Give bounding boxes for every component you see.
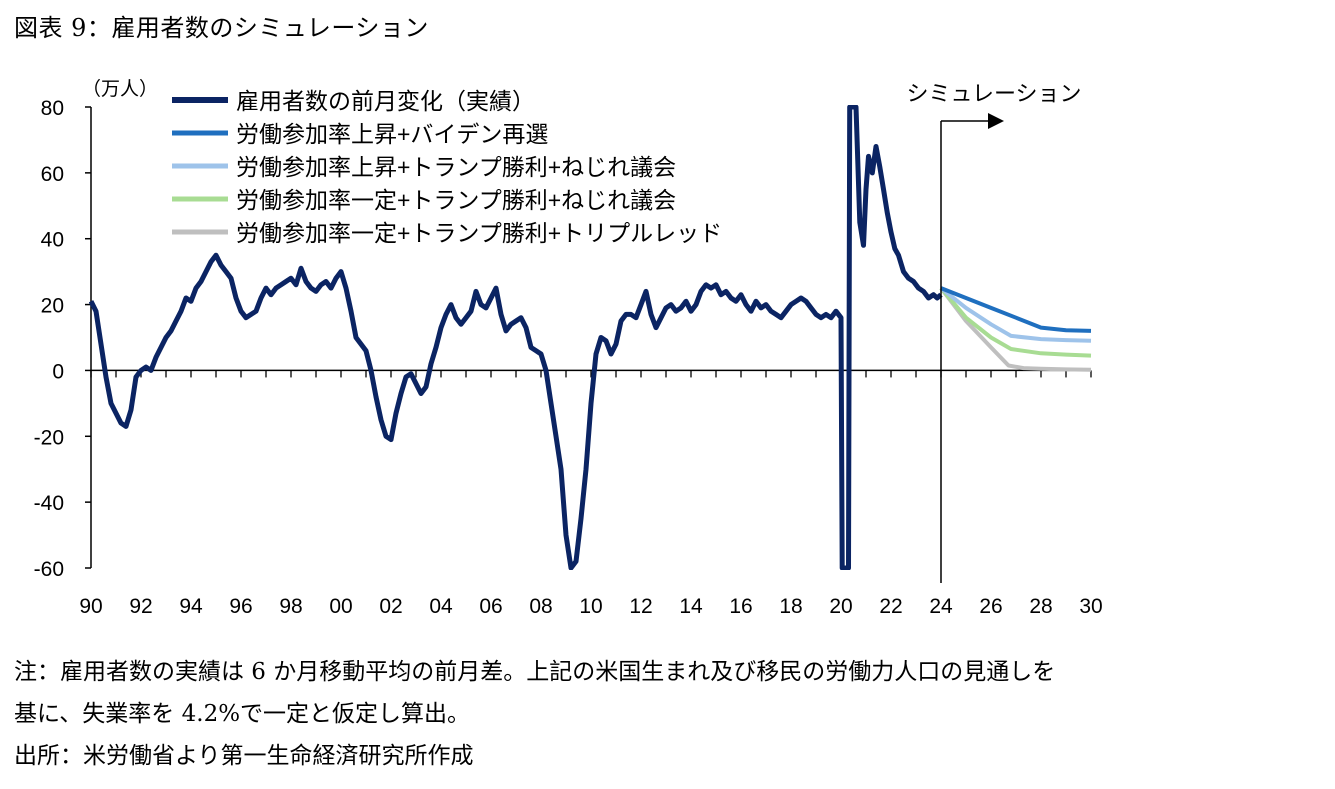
x-tick-label: 24 xyxy=(929,595,953,618)
series-line-4 xyxy=(939,286,1092,372)
simulation-arrow-head xyxy=(988,113,1004,129)
y-tick-label: 0 xyxy=(52,360,64,383)
series-line-0 xyxy=(89,105,943,570)
series-layer xyxy=(89,105,1092,570)
x-tick-label: 12 xyxy=(629,595,652,618)
y-tick-label: -40 xyxy=(34,492,64,515)
x-tick-label: 04 xyxy=(429,595,453,618)
source-line: 出所：米労働省より第一生命経済研究所作成 xyxy=(14,743,474,769)
x-tick-label: 20 xyxy=(829,595,852,618)
legend-label-1: 労働参加率上昇+バイデン再選 xyxy=(236,121,548,147)
x-tick-label: 08 xyxy=(529,595,552,618)
x-tick-label: 06 xyxy=(479,595,502,618)
x-tick-label: 92 xyxy=(129,595,152,618)
y-axis-label: （万人） xyxy=(82,78,158,100)
x-tick-label: 26 xyxy=(979,595,1002,618)
simulation-annotation: シミュレーション xyxy=(906,81,1082,583)
simulation-label: シミュレーション xyxy=(906,81,1081,106)
x-tick-label: 00 xyxy=(329,595,352,618)
legend-label-4: 労働参加率一定+トランプ勝利+トリプルレッド xyxy=(236,220,722,246)
x-tick-label: 10 xyxy=(579,595,602,618)
legend-label-3: 労働参加率一定+トランプ勝利+ねじれ議会 xyxy=(236,187,676,213)
x-tick-label: 18 xyxy=(779,595,802,618)
x-tick-label: 16 xyxy=(729,595,752,618)
x-tick-label: 94 xyxy=(179,595,203,618)
x-tick-label: 96 xyxy=(229,595,252,618)
note-line-1: 注：雇用者数の実績は 6 か月移動平均の前月差。上記の米国生まれ及び移民の労働力… xyxy=(14,659,1056,685)
series-line-3 xyxy=(939,286,1092,358)
x-tick-label: 28 xyxy=(1029,595,1052,618)
x-tick-label: 02 xyxy=(379,595,402,618)
axes: -60 -40 -20 0 20 40 60 80 （万人） 90 92 94 96 98 00 02 04 06… xyxy=(34,78,1103,618)
series-line-2 xyxy=(939,286,1092,343)
series-line-1 xyxy=(940,286,1092,333)
legend-label-0: 雇用者数の前月変化（実績） xyxy=(236,88,535,114)
y-tick-label: 60 xyxy=(41,163,64,186)
note-line-2: 基に、失業率を 4.2%で一定と仮定し算出。 xyxy=(14,701,471,727)
x-tick-label: 90 xyxy=(79,595,102,618)
x-tick-label: 98 xyxy=(279,595,302,618)
y-tick-label: 20 xyxy=(41,295,64,318)
line-chart: -60 -40 -20 0 20 40 60 80 （万人） 90 92 94 96 98 00 02 04 06… xyxy=(34,78,1103,618)
y-tick-label: -20 xyxy=(34,426,64,449)
y-tick-label: -60 xyxy=(34,558,64,581)
y-tick-label: 80 xyxy=(41,97,64,120)
x-tick-label: 30 xyxy=(1079,595,1102,618)
legend-label-2: 労働参加率上昇+トランプ勝利+ねじれ議会 xyxy=(236,154,676,180)
x-tick-label: 22 xyxy=(879,595,902,618)
y-tick-label: 40 xyxy=(41,229,64,252)
figure-title: 図表 9：雇用者数のシミュレーション xyxy=(14,14,429,42)
x-tick-label: 14 xyxy=(679,595,703,618)
legend: 雇用者数の前月変化（実績） 労働参加率上昇+バイデン再選労働参加率上昇+トランプ勝… xyxy=(172,88,722,246)
